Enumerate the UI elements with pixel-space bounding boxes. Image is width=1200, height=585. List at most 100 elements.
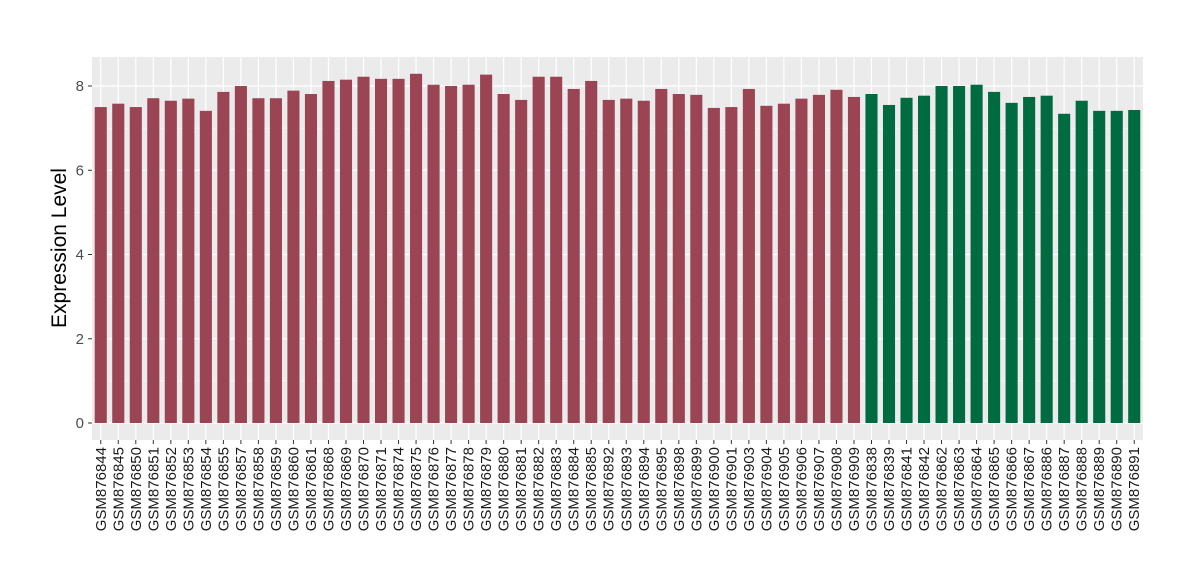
bar-GSM876906 [795, 98, 808, 423]
bar-GSM876895 [655, 88, 668, 423]
bar-GSM876850 [129, 107, 142, 423]
bar-GSM876907 [812, 94, 825, 423]
bar-GSM876868 [322, 80, 335, 423]
y-tick-label: 0 [76, 415, 84, 432]
x-tick-label: GSM876852 [163, 447, 180, 531]
bar-GSM876877 [445, 86, 458, 423]
x-tick-label: GSM876854 [198, 447, 215, 531]
bar-GSM876898 [672, 94, 685, 423]
bar-GSM876892 [602, 99, 615, 424]
bar-GSM876859 [269, 98, 282, 423]
x-tick-label: GSM876880 [496, 447, 513, 531]
x-tick-label: GSM876881 [513, 447, 530, 531]
bar-GSM876879 [480, 74, 493, 423]
bar-GSM876860 [287, 90, 300, 423]
x-tick-label: GSM876906 [793, 447, 810, 531]
bar-GSM876864 [970, 84, 983, 423]
x-tick-label: GSM876889 [1091, 447, 1108, 531]
bar-GSM876858 [252, 98, 265, 423]
x-tick-label: GSM876878 [461, 447, 478, 531]
x-tick-label: GSM876884 [566, 447, 583, 531]
x-tick-label: GSM876867 [1021, 447, 1038, 531]
bar-GSM876855 [217, 91, 230, 424]
bar-GSM876909 [847, 96, 861, 423]
bar-GSM876861 [304, 94, 318, 423]
bar-GSM876871 [374, 78, 388, 424]
bar-GSM876880 [497, 94, 510, 423]
x-tick-label: GSM876874 [391, 447, 408, 531]
x-tick-label: GSM876879 [478, 447, 495, 531]
x-tick-label: GSM876850 [128, 447, 145, 531]
bar-GSM876893 [620, 98, 633, 423]
x-tick-label: GSM876862 [934, 447, 951, 531]
bar-GSM876881 [515, 99, 528, 424]
x-tick-label: GSM876838 [863, 447, 880, 531]
x-tick-label: GSM876861 [303, 447, 320, 531]
bar-GSM876857 [234, 86, 247, 423]
x-tick-label: GSM876871 [373, 447, 390, 531]
bar-GSM876866 [1005, 102, 1018, 423]
x-tick-label: GSM876903 [741, 447, 758, 531]
x-tick-label: GSM876864 [969, 447, 986, 531]
bar-GSM876838 [865, 94, 878, 423]
bar-GSM876894 [637, 100, 650, 424]
bar-GSM876867 [1023, 96, 1036, 423]
x-tick-label: GSM876863 [951, 447, 968, 531]
y-tick-label: 2 [76, 331, 84, 348]
bar-GSM876876 [427, 84, 440, 423]
y-tick-label: 6 [76, 162, 84, 179]
x-tick-label: GSM876877 [443, 447, 460, 531]
x-tick-label: GSM876866 [1004, 447, 1021, 531]
bar-GSM876890 [1110, 110, 1123, 423]
x-tick-label: GSM876859 [268, 447, 285, 531]
bar-GSM876839 [882, 104, 896, 424]
x-tick-label: GSM876855 [215, 447, 232, 531]
x-tick-label: GSM876887 [1056, 447, 1073, 531]
bar-GSM876887 [1058, 113, 1071, 424]
x-tick-label: GSM876869 [338, 447, 355, 531]
bar-GSM876845 [112, 103, 125, 423]
bar-GSM876869 [339, 79, 353, 424]
x-tick-label: GSM876904 [758, 447, 775, 531]
bar-GSM876889 [1093, 110, 1106, 423]
bar-GSM876899 [690, 94, 703, 423]
bar-GSM876874 [392, 78, 405, 424]
bar-GSM876900 [707, 107, 720, 423]
bar-GSM876863 [953, 86, 966, 423]
x-tick-label: GSM876892 [601, 447, 618, 531]
x-tick-label: GSM876907 [811, 447, 828, 531]
x-tick-label: GSM876858 [250, 447, 267, 531]
bar-GSM876875 [410, 73, 423, 423]
x-tick-label: GSM876890 [1109, 447, 1126, 531]
bar-GSM876854 [199, 110, 212, 423]
x-tick-label: GSM876899 [688, 447, 705, 531]
bar-GSM876904 [760, 105, 773, 423]
bars [94, 73, 1141, 424]
bar-GSM876853 [182, 98, 195, 423]
bar-GSM876870 [357, 76, 370, 424]
x-tick-label: GSM876886 [1039, 447, 1056, 531]
bar-GSM876844 [94, 107, 107, 423]
x-tick-label: GSM876894 [636, 447, 653, 531]
x-tick-label: GSM876883 [548, 447, 565, 531]
bar-GSM876865 [988, 91, 1001, 424]
bar-GSM876883 [550, 76, 563, 424]
x-tick-label: GSM876845 [110, 447, 127, 531]
bar-GSM876842 [917, 95, 931, 423]
x-tick-label: GSM876876 [426, 447, 443, 531]
x-tick-label: GSM876851 [145, 447, 162, 531]
bar-GSM876901 [725, 107, 738, 423]
plot-panel [92, 57, 1143, 440]
bar-GSM876903 [742, 88, 755, 423]
x-tick-label: GSM876844 [93, 447, 110, 531]
bar-GSM876841 [900, 97, 913, 424]
x-tick-label: GSM876900 [706, 447, 723, 531]
bar-GSM876888 [1075, 100, 1088, 424]
y-tick-label: 8 [76, 78, 84, 95]
x-tick-label: GSM876909 [846, 447, 863, 531]
x-tick-label: GSM876901 [723, 447, 740, 531]
y-tick-label: 4 [76, 247, 84, 264]
bar-GSM876852 [164, 100, 177, 424]
x-tick-label: GSM876875 [408, 447, 425, 531]
